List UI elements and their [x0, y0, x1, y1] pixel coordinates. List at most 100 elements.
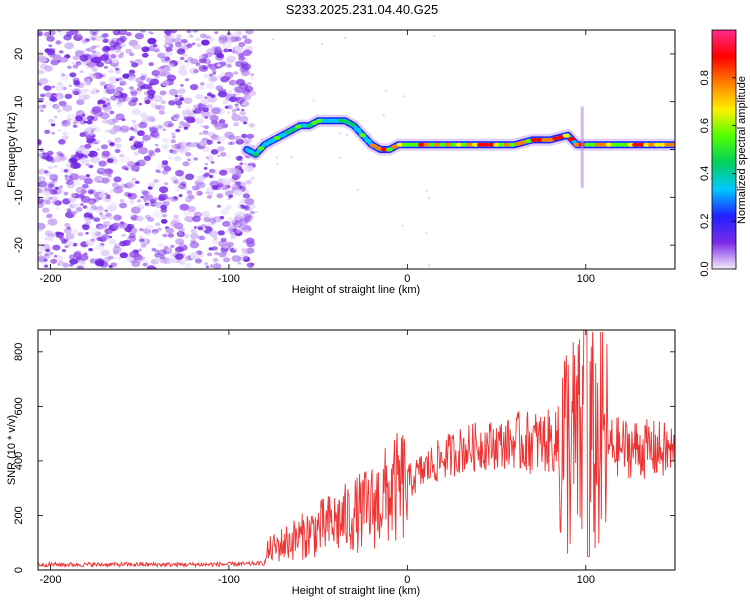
noise-speckle	[114, 148, 121, 154]
noise-speckle	[187, 158, 191, 161]
noise-speckle	[148, 149, 155, 155]
noise-speckle	[80, 203, 84, 206]
noise-speckle	[320, 43, 324, 46]
colorbar-label: Normalized spectral amplitude	[736, 76, 748, 224]
noise-speckle	[173, 196, 178, 200]
noise-speckle	[174, 94, 179, 98]
noise-speckle	[148, 82, 154, 87]
noise-speckle	[84, 77, 92, 83]
track-core	[616, 142, 624, 147]
noise-speckle	[178, 259, 186, 265]
noise-speckle	[97, 99, 106, 106]
noise-speckle	[144, 99, 151, 105]
noise-speckle	[138, 248, 142, 252]
x-tick-label: -200	[39, 273, 61, 285]
noise-speckle	[184, 216, 192, 222]
noise-speckle	[312, 99, 315, 102]
noise-speckle	[87, 189, 95, 194]
noise-speckle	[248, 123, 255, 128]
noise-speckle	[98, 192, 107, 199]
noise-speckle	[203, 217, 211, 223]
noise-speckle	[193, 69, 199, 73]
noise-speckle	[338, 132, 341, 135]
noise-speckle	[120, 181, 125, 184]
noise-speckle	[48, 118, 55, 123]
noise-speckle	[108, 216, 113, 220]
noise-speckle	[214, 31, 219, 34]
noise-speckle	[140, 123, 145, 127]
noise-speckle	[147, 181, 156, 188]
noise-speckle	[245, 237, 255, 245]
track-core	[412, 142, 420, 147]
noise-speckle	[196, 175, 206, 182]
noise-speckle	[77, 232, 84, 237]
noise-speckle	[147, 89, 156, 96]
noise-speckle	[105, 47, 110, 50]
noise-speckle	[39, 63, 48, 70]
noise-speckle	[159, 257, 168, 264]
y-tick-label: -20	[13, 237, 25, 253]
noise-speckle	[249, 210, 255, 215]
noise-speckle	[110, 50, 115, 53]
noise-speckle	[87, 47, 94, 53]
noise-speckle	[190, 155, 195, 158]
noise-speckle	[160, 100, 166, 105]
noise-speckle	[59, 30, 68, 36]
track-core	[439, 142, 447, 147]
noise-speckle	[180, 70, 188, 76]
noise-speckle	[126, 181, 136, 188]
noise-speckle	[55, 186, 59, 190]
noise-speckle	[130, 91, 138, 97]
noise-speckle	[207, 95, 218, 103]
noise-speckle	[131, 62, 139, 68]
noise-speckle	[243, 217, 251, 223]
track-core	[332, 118, 340, 123]
colorbar: 0.0 0.2 0.4 0.6 0.8 Normalized spectral ampl…	[699, 29, 748, 277]
noise-speckle	[38, 176, 45, 184]
noise-speckle	[187, 56, 194, 62]
noise-speckle	[186, 30, 192, 34]
noise-speckle	[148, 62, 154, 67]
noise-speckle	[222, 75, 229, 80]
noise-speckle	[120, 93, 128, 99]
noise-speckle	[255, 210, 258, 214]
noise-speckle	[38, 187, 43, 194]
noise-speckle	[225, 229, 229, 233]
noise-speckle	[149, 183, 155, 188]
y-tick-label: -10	[13, 189, 25, 205]
noise-speckle	[250, 162, 253, 165]
noise-speckle	[176, 34, 182, 38]
noise-speckle	[132, 43, 141, 50]
snr-line	[38, 330, 675, 569]
noise-speckle	[227, 141, 233, 146]
noise-speckle	[67, 241, 74, 247]
noise-speckle	[206, 48, 215, 55]
noise-speckle	[190, 228, 197, 234]
noise-speckle	[52, 173, 58, 177]
noise-speckle	[241, 133, 248, 139]
noise-speckle	[140, 30, 146, 33]
noise-speckle	[153, 178, 160, 184]
noise-speckle	[44, 129, 51, 134]
noise-speckle	[189, 252, 200, 260]
noise-speckle	[208, 192, 214, 196]
noise-speckle	[104, 209, 109, 213]
noise-speckle	[73, 90, 80, 96]
spectrogram-x-axis-label: Height of straight line (km)	[292, 284, 420, 296]
noise-speckle	[76, 265, 84, 269]
noise-speckle	[220, 72, 225, 76]
noise-speckle	[231, 172, 242, 180]
x-tick-label: 100	[577, 574, 595, 586]
noise-speckle	[61, 73, 66, 77]
noise-speckle	[136, 90, 142, 95]
noise-speckle	[217, 230, 225, 236]
noise-speckle	[218, 252, 227, 258]
noise-speckle	[125, 31, 132, 37]
noise-speckle	[108, 265, 113, 268]
track-core	[380, 147, 388, 152]
noise-speckle	[246, 96, 251, 100]
spectrogram-y-axis-label: Frequency (Hz)	[6, 112, 18, 188]
noise-speckle	[56, 155, 66, 163]
track-core	[594, 142, 602, 147]
noise-speckle	[234, 36, 242, 42]
